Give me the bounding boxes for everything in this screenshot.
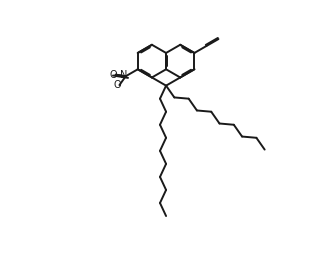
Text: O: O <box>113 80 121 90</box>
Text: O: O <box>109 70 117 80</box>
Text: N: N <box>120 70 128 80</box>
